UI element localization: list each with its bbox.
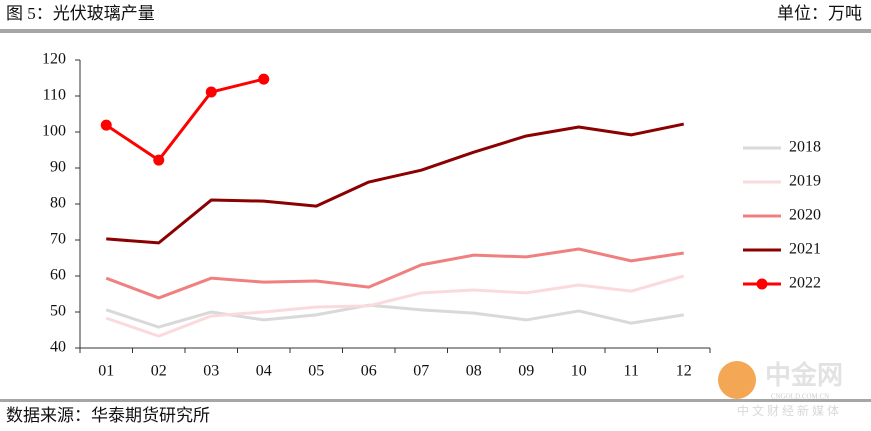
- legend-label: 2019: [789, 173, 821, 190]
- header-rule: [0, 29, 871, 33]
- x-tick-label: 04: [256, 363, 272, 380]
- series-marker: [100, 119, 112, 131]
- series-line: [105, 303, 684, 329]
- legend-label: 2018: [789, 139, 821, 156]
- legend-label: 2020: [789, 207, 821, 224]
- watermark: 中金网 CNGOLD.COM.CN 中 文 财 经 新 媒 体: [718, 360, 843, 418]
- y-tick-label: 80: [50, 195, 66, 212]
- series-marker: [258, 73, 270, 85]
- series-line: [105, 77, 265, 162]
- x-tick-label: 05: [308, 363, 324, 380]
- watermark-logo: [718, 361, 756, 399]
- y-tick-label: 110: [43, 87, 66, 104]
- y-tick-label: 100: [42, 123, 66, 140]
- watermark-name: 中金网: [765, 360, 843, 390]
- y-tick-label: 60: [50, 267, 66, 284]
- x-tick-label: 11: [624, 363, 639, 380]
- x-tick-label: 09: [518, 363, 534, 380]
- series-line: [105, 274, 685, 338]
- chart-title: 图 5：光伏玻璃产量: [6, 4, 155, 23]
- x-tick-label: 03: [203, 363, 219, 380]
- legend-label: 2022: [789, 275, 821, 292]
- series-line: [106, 122, 685, 245]
- y-tick-label: 50: [50, 303, 66, 320]
- series-marker: [153, 154, 165, 166]
- series-line: [105, 247, 684, 300]
- y-tick-label: 90: [50, 159, 66, 176]
- x-tick-label: 02: [151, 363, 167, 380]
- watermark-tagline: 中 文 财 经 新 媒 体: [737, 403, 839, 418]
- x-tick-label: 12: [676, 363, 692, 380]
- source: 数据来源：华泰期货研究所: [6, 406, 210, 425]
- x-tick-label: 08: [466, 363, 482, 380]
- y-tick-label: 70: [50, 231, 66, 248]
- legend-label: 2021: [789, 241, 821, 258]
- x-tick-label: 01: [98, 363, 114, 380]
- watermark-url: CNGOLD.COM.CN: [771, 393, 829, 401]
- x-tick-label: 10: [571, 363, 587, 380]
- footer-rule: [0, 399, 871, 402]
- unit-label: 单位：万吨: [777, 4, 862, 23]
- legend-marker: [756, 278, 768, 290]
- series-marker: [205, 86, 217, 98]
- y-tick-label: 40: [50, 339, 66, 356]
- x-tick-label: 06: [361, 363, 377, 380]
- x-tick-label: 07: [413, 363, 429, 380]
- y-tick-label: 120: [42, 51, 66, 68]
